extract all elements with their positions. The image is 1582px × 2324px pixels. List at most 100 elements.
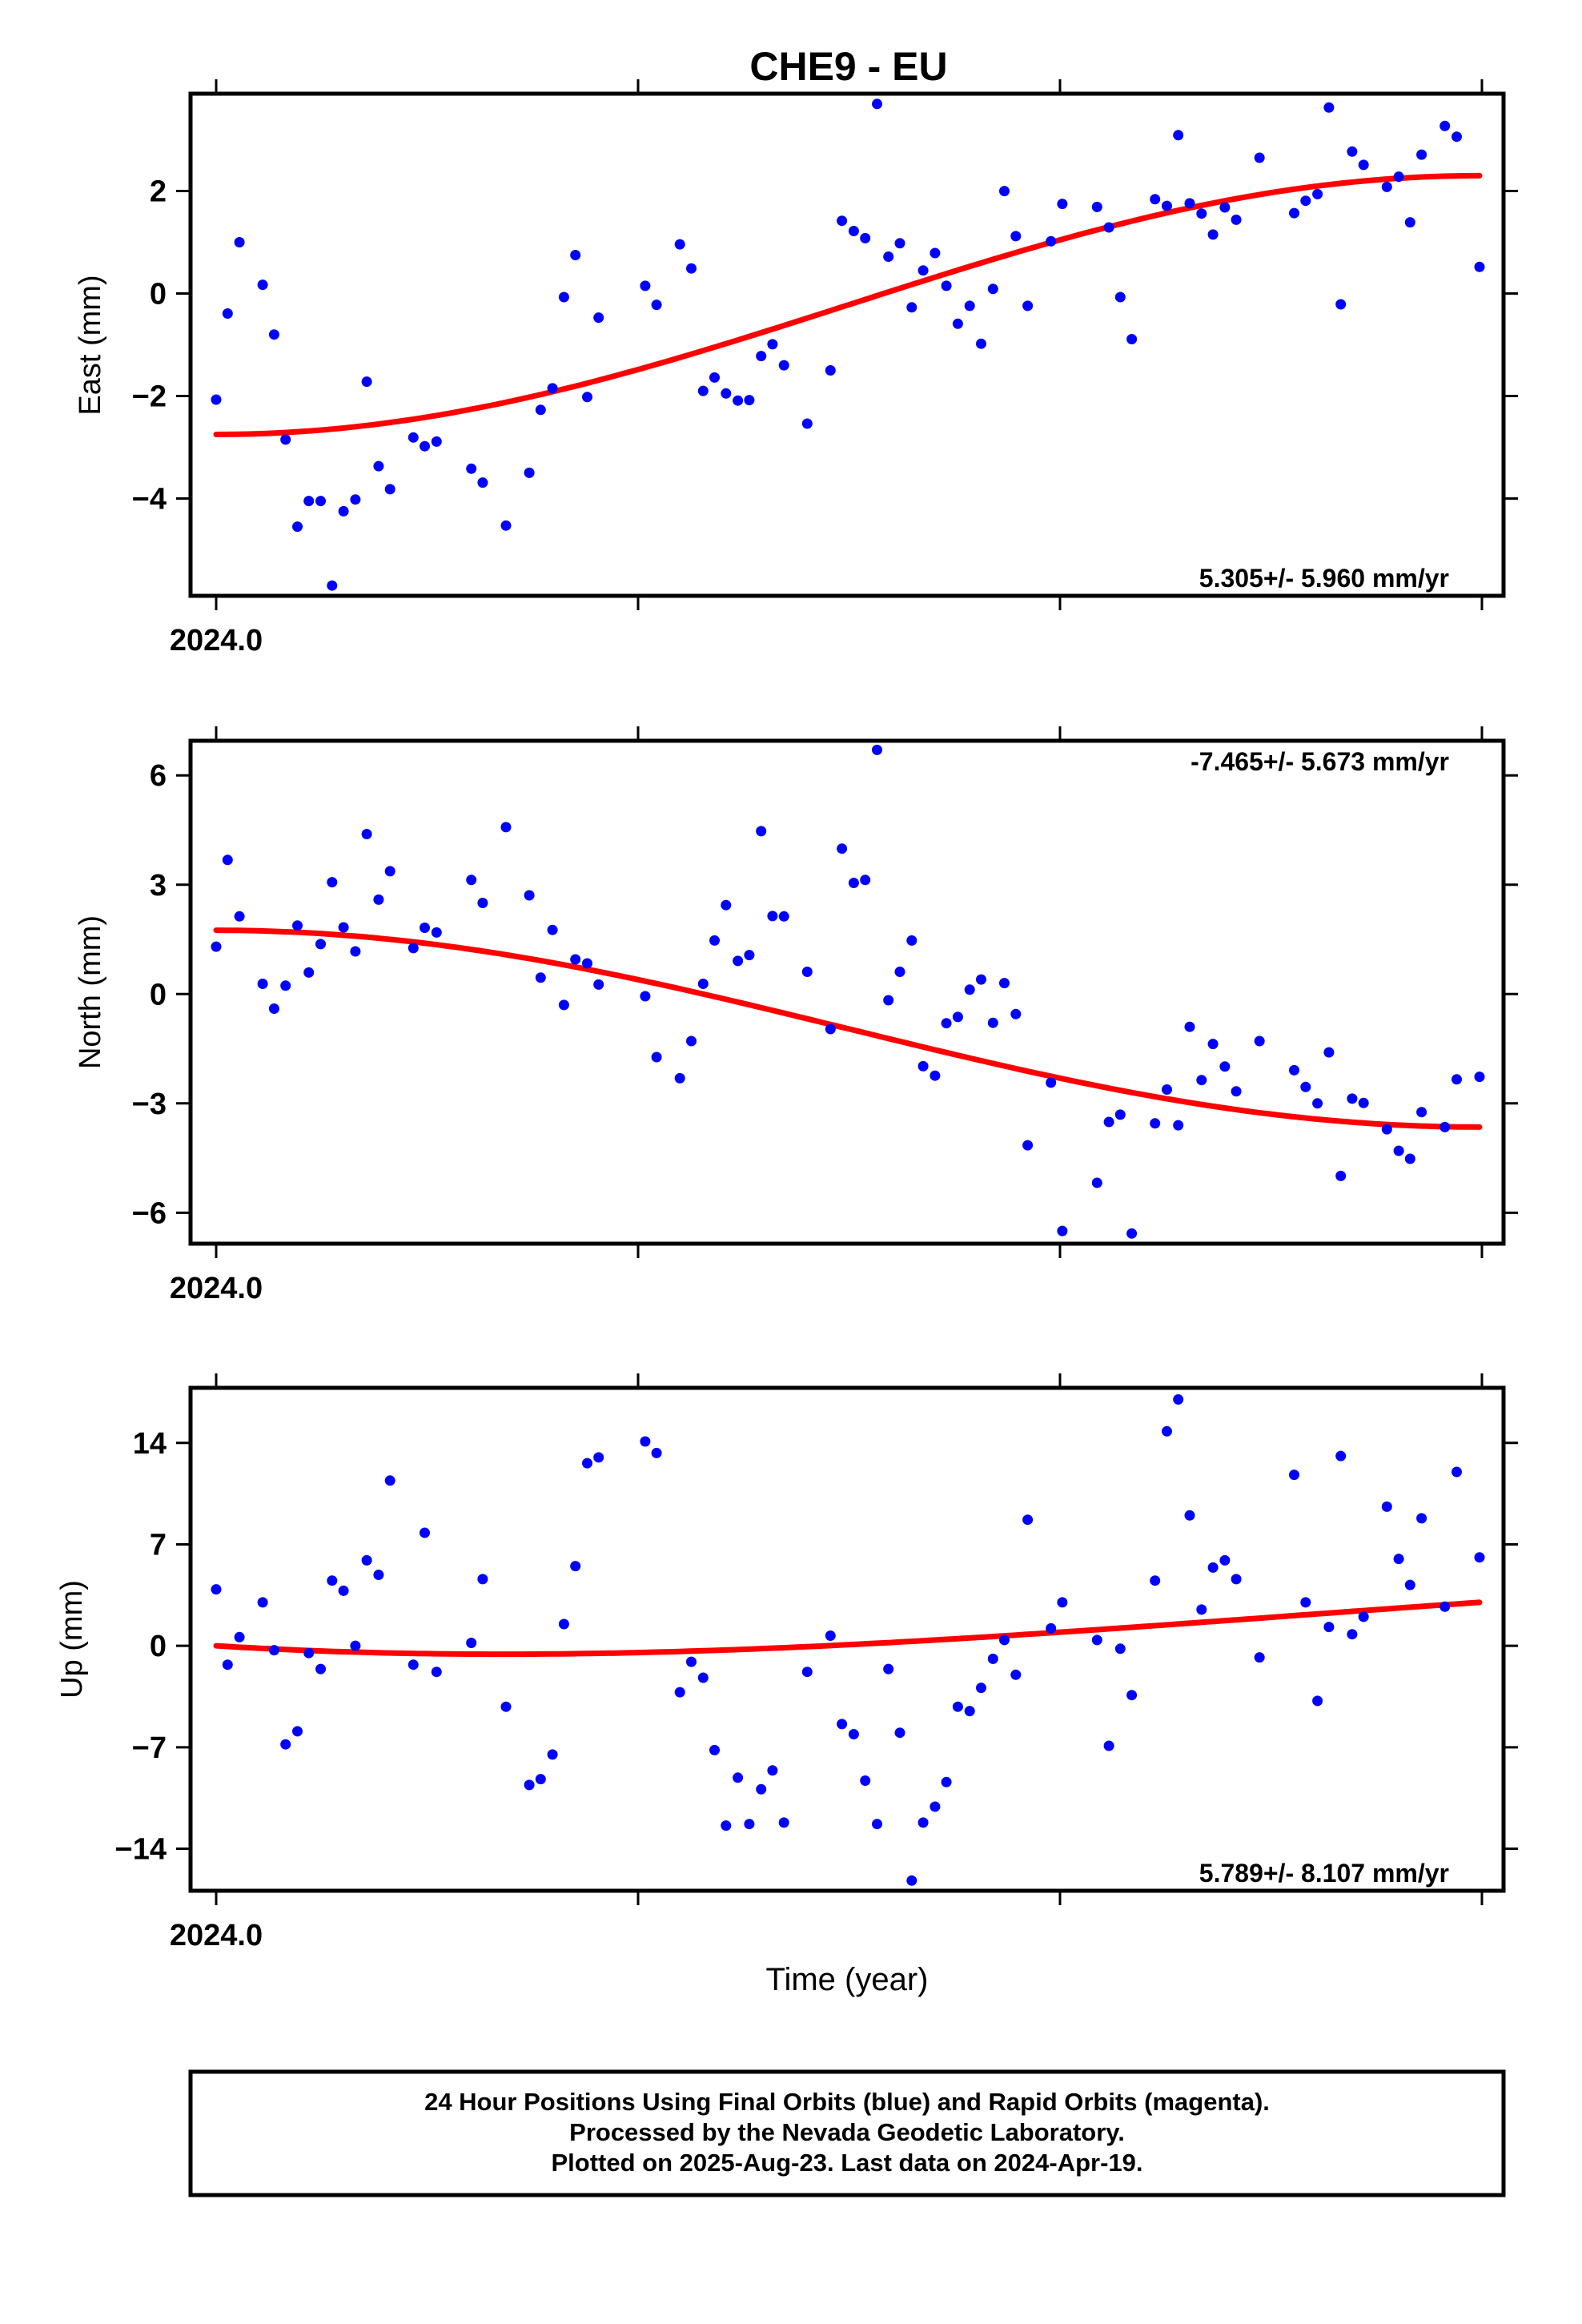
east-data-point [1126, 334, 1138, 344]
up-data-point [1126, 1690, 1138, 1701]
footer-box: 24 Hour Positions Using Final Orbits (bl… [188, 2069, 1506, 2197]
east-data-point [1347, 146, 1358, 157]
east-axis-ticks: 2 0 −2 −4 [132, 79, 1518, 610]
east-data-point [408, 432, 419, 443]
up-data-point [952, 1701, 963, 1712]
north-y-axis-label: North (mm) [74, 915, 107, 1069]
up-data-point [883, 1663, 894, 1675]
north-y-tick-label: −3 [132, 1088, 167, 1121]
up-data-point [373, 1570, 384, 1580]
north-data-point [651, 1051, 662, 1063]
up-y-tick-label: 0 [150, 1630, 167, 1663]
east-rate-label: 5.305+/- 5.960 mm/yr [1199, 564, 1449, 593]
north-data-point [1184, 1021, 1195, 1032]
north-data-point [1358, 1097, 1369, 1108]
north-data-point [1173, 1120, 1184, 1131]
east-data-point [1057, 199, 1068, 210]
east-data-point [1196, 208, 1207, 219]
north-data-point [315, 939, 326, 950]
north-data-point [825, 1023, 836, 1035]
up-data-point [1114, 1643, 1126, 1655]
up-data-point [570, 1561, 581, 1572]
up-data-point [500, 1701, 512, 1712]
east-trend-line [213, 172, 1483, 437]
east-data-point [697, 385, 709, 396]
north-data-point [1196, 1075, 1207, 1086]
north-data-point [721, 899, 732, 911]
north-data-point [535, 972, 546, 983]
east-data-point [1254, 152, 1265, 163]
north-data-point [338, 922, 349, 933]
north-data-point [593, 979, 604, 990]
north-data-point [280, 980, 291, 991]
east-data-point [1114, 292, 1126, 303]
east-y-tick-label: 0 [150, 278, 167, 312]
up-data-point [1381, 1501, 1392, 1512]
north-data-point [420, 923, 430, 933]
up-data-point [709, 1744, 720, 1755]
north-rate-label: -7.465+/- 5.673 mm/yr [1191, 747, 1449, 776]
east-data-point [338, 505, 349, 517]
north-data-point [1046, 1077, 1057, 1088]
north-data-point [211, 941, 222, 952]
east-data-point [1162, 200, 1172, 211]
north-data-point [1289, 1064, 1299, 1076]
east-data-point [315, 496, 326, 507]
north-data-point [999, 978, 1010, 989]
up-data-point [1312, 1695, 1323, 1707]
north-data-point [303, 967, 315, 978]
east-data-point [1439, 120, 1451, 131]
east-data-point [848, 226, 859, 236]
north-plot-frame [188, 738, 1506, 1246]
north-y-tick-label: 6 [150, 759, 167, 793]
north-data-point [640, 991, 651, 1002]
north-data-point [756, 826, 767, 837]
up-data-point [234, 1631, 245, 1642]
east-data-point [477, 477, 488, 489]
north-data-point [234, 911, 245, 922]
up-plot-frame [188, 1385, 1506, 1893]
north-data-point [883, 995, 894, 1006]
east-y-tick-label: −4 [132, 482, 167, 516]
east-y-tick-label: 2 [150, 175, 167, 209]
north-data-point [524, 890, 535, 901]
up-data-point [315, 1663, 326, 1675]
north-data-point [860, 875, 871, 886]
east-data-point [1219, 202, 1231, 213]
east-data-point [1046, 235, 1057, 247]
up-data-point [756, 1783, 767, 1795]
east-data-point [558, 292, 569, 303]
east-data-point [640, 280, 651, 292]
north-data-point [292, 920, 303, 931]
north-x-tick-label: 2024.0 [170, 1272, 263, 1305]
north-data-point [361, 829, 372, 839]
east-data-point [292, 521, 303, 533]
east-data-point [1022, 300, 1034, 312]
north-data-point [1300, 1081, 1311, 1092]
north-data-point [558, 999, 569, 1011]
up-data-point [1103, 1740, 1114, 1751]
north-data-point [964, 984, 975, 995]
up-data-point [999, 1634, 1010, 1646]
east-data-point [976, 338, 986, 349]
up-data-point [651, 1447, 662, 1458]
east-data-point [778, 360, 789, 371]
east-data-point [420, 440, 430, 452]
north-data-point [952, 1011, 963, 1023]
up-data-point [917, 1817, 929, 1828]
up-data-point [477, 1574, 488, 1585]
north-data-point [987, 1017, 998, 1028]
up-data-point [964, 1706, 975, 1717]
up-data-point [1022, 1514, 1034, 1526]
east-data-point [303, 496, 315, 507]
up-data-point [292, 1726, 303, 1737]
east-data-point [709, 372, 720, 383]
east-data-point [547, 383, 558, 394]
east-data-point [350, 494, 361, 505]
east-data-point [825, 365, 836, 376]
up-data-point [257, 1597, 268, 1608]
east-data-point [733, 395, 744, 406]
up-data-point [1393, 1554, 1404, 1565]
up-data-point [303, 1647, 315, 1659]
east-data-point [1091, 201, 1102, 212]
